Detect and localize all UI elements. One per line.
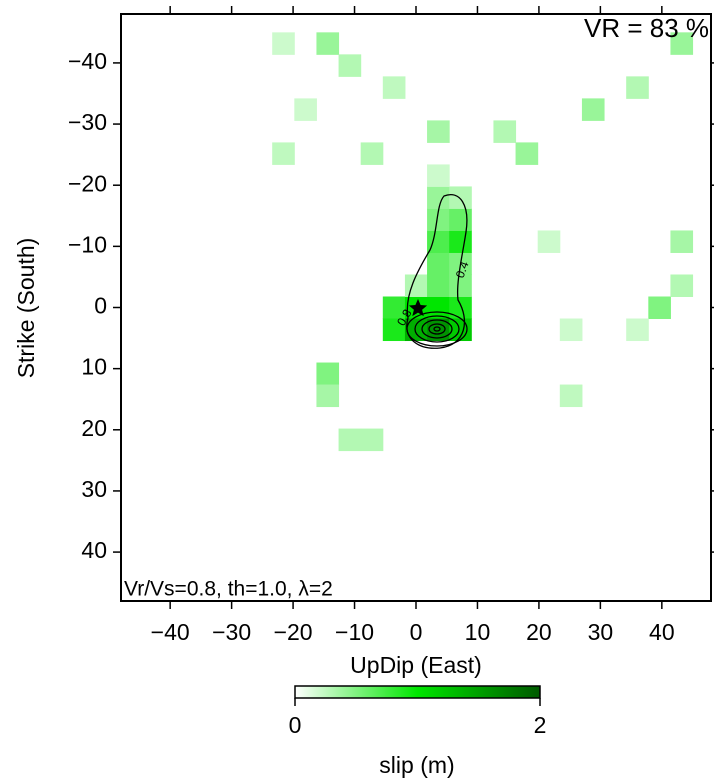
cell xyxy=(626,76,649,99)
y-tick-label: −10 xyxy=(68,231,107,257)
cell xyxy=(427,230,450,253)
colorbar-tick-label: 2 xyxy=(534,712,547,738)
x-tick-label: 0 xyxy=(410,619,423,645)
cell xyxy=(493,120,517,143)
cell xyxy=(294,98,317,121)
cell xyxy=(449,186,472,209)
y-tick-label: −20 xyxy=(68,170,107,196)
x-tick-label: −30 xyxy=(212,619,251,645)
cell xyxy=(382,296,406,320)
y-tick-label: 30 xyxy=(81,476,107,502)
cell xyxy=(449,208,472,231)
cell xyxy=(338,54,362,77)
cell xyxy=(427,274,450,297)
cell xyxy=(382,318,406,342)
cell xyxy=(360,428,384,452)
colorbar-tick-label: 0 xyxy=(289,712,302,738)
cell xyxy=(427,208,450,231)
y-axis-label: Strike (South) xyxy=(13,238,39,379)
cell xyxy=(316,362,340,386)
x-tick-label: −20 xyxy=(274,619,313,645)
cell xyxy=(670,274,694,297)
cell xyxy=(515,142,539,165)
contour-label: 0.4 xyxy=(453,259,472,280)
y-tick-label: 10 xyxy=(81,354,107,380)
contours xyxy=(406,194,468,349)
colorbar-label: slip (m) xyxy=(379,752,454,778)
cell xyxy=(272,32,295,55)
x-tick-label: 10 xyxy=(465,619,491,645)
x-tick-label: 20 xyxy=(526,619,552,645)
cell xyxy=(648,296,671,320)
cell xyxy=(360,142,384,165)
cell xyxy=(670,230,694,253)
annotation: Vr/Vs=0.8, th=1.0, λ=2 xyxy=(124,578,333,601)
y-tick-label: −40 xyxy=(68,48,107,74)
cell xyxy=(581,98,605,121)
cell xyxy=(338,428,362,452)
cell xyxy=(449,274,472,297)
x-tick-label: −10 xyxy=(335,619,374,645)
cell xyxy=(427,186,450,209)
cell xyxy=(404,274,428,297)
annotation: VR = 83 % xyxy=(584,13,709,43)
cell xyxy=(427,252,450,275)
cell xyxy=(427,120,450,143)
cell xyxy=(559,384,583,408)
x-axis-label: UpDip (East) xyxy=(350,652,482,678)
hypocenter xyxy=(408,299,428,317)
y-tick-label: 20 xyxy=(81,415,107,441)
cell xyxy=(316,384,340,408)
x-tick-label: 30 xyxy=(588,619,614,645)
cell xyxy=(559,318,583,342)
cell xyxy=(626,318,649,342)
cell xyxy=(427,164,450,187)
cell xyxy=(670,32,694,55)
cell xyxy=(316,32,340,55)
x-tick-label: 40 xyxy=(649,619,675,645)
cell xyxy=(537,230,561,253)
cell xyxy=(272,142,295,165)
cell xyxy=(449,230,472,253)
cell xyxy=(427,296,450,320)
colorbar xyxy=(294,685,541,699)
cell xyxy=(382,76,406,99)
y-tick-label: 40 xyxy=(81,537,107,563)
x-tick-label: −40 xyxy=(151,619,190,645)
y-tick-label: 0 xyxy=(94,293,107,319)
y-tick-label: −30 xyxy=(68,109,107,135)
cell xyxy=(404,318,428,342)
cell xyxy=(449,296,472,320)
heatmap xyxy=(272,32,694,452)
